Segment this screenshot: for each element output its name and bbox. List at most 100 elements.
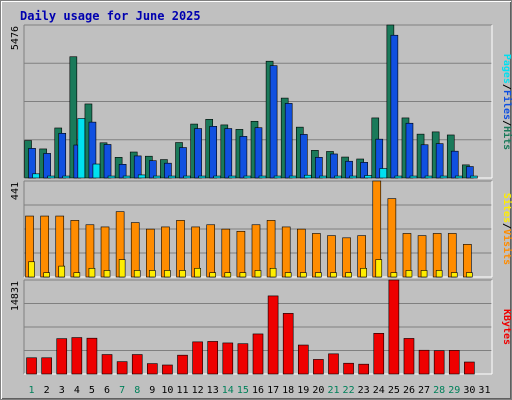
bar-sites-day-9: [149, 270, 156, 278]
bar-visits-day-6: [100, 226, 110, 278]
x-tick-label-day-10: 10: [161, 385, 173, 396]
x-tick-label-day-15: 15: [237, 385, 249, 396]
bar-kbytes-day-25: [388, 279, 400, 375]
bar-kbytes-day-11: [177, 354, 188, 375]
bar-pages-day-26: [409, 175, 418, 179]
y-axis-max-label-kbytes: 14831: [10, 281, 21, 311]
bar-pages-day-24: [379, 168, 388, 179]
bar-visits-day-18: [281, 226, 291, 278]
x-tick-label-day-26: 26: [403, 385, 415, 396]
bar-pages-day-28: [439, 175, 448, 179]
bar-files-day-26: [405, 122, 414, 179]
bar-files-day-10: [164, 162, 172, 179]
bar-kbytes-day-19: [297, 344, 309, 375]
bar-sites-day-14: [224, 272, 232, 278]
bar-visits-day-4: [70, 220, 80, 278]
bar-files-day-9: [149, 160, 157, 179]
bar-visits-day-2: [40, 215, 49, 278]
x-tick-label-day-11: 11: [176, 385, 188, 396]
bar-sites-day-11: [179, 270, 186, 278]
x-tick-label-day-16: 16: [252, 385, 264, 396]
x-tick-label-day-31: 31: [478, 385, 490, 396]
bar-files-day-5: [88, 121, 97, 179]
legend-entry-sites: Sites: [501, 193, 512, 223]
x-tick-label-day-19: 19: [297, 385, 309, 396]
bar-pages-day-17: [273, 175, 282, 179]
legend-entry-kbytes: KBytes: [501, 309, 512, 345]
y-axis-max-label-hits-files-pages: 5476: [10, 26, 21, 50]
bar-visits-day-20: [312, 233, 321, 278]
bar-files-day-18: [284, 103, 293, 179]
legend-separator: /: [501, 84, 512, 90]
x-tick-label-day-7: 7: [119, 385, 125, 396]
bar-pages-day-6: [107, 175, 116, 179]
bar-sites-day-19: [299, 272, 307, 278]
bar-files-day-29: [450, 150, 459, 179]
bar-visits-day-8: [130, 222, 140, 278]
x-tick-label-day-17: 17: [267, 385, 279, 396]
bar-sites-day-30: [466, 272, 473, 278]
bar-pages-day-29: [454, 175, 463, 179]
bar-kbytes-day-15: [237, 343, 249, 375]
bar-pages-day-25: [394, 175, 403, 179]
bar-sites-day-3: [58, 265, 66, 278]
x-tick-label-day-9: 9: [149, 385, 155, 396]
bar-sites-day-25: [390, 272, 398, 278]
bar-pages-day-2: [47, 175, 55, 179]
bar-pages-day-19: [303, 174, 312, 179]
x-tick-label-day-23: 23: [358, 385, 370, 396]
bar-kbytes-day-27: [418, 349, 430, 375]
bar-pages-day-9: [153, 175, 161, 179]
bar-pages-day-22: [349, 175, 357, 179]
bar-kbytes-day-24: [373, 333, 385, 375]
x-tick-label-day-27: 27: [418, 385, 430, 396]
bar-sites-day-13: [209, 272, 217, 278]
bar-kbytes-day-3: [56, 338, 68, 375]
bar-files-day-22: [345, 160, 353, 179]
bar-files-day-27: [420, 144, 429, 179]
bar-files-day-11: [179, 147, 187, 179]
legend-separator: /: [501, 120, 512, 126]
x-tick-label-day-14: 14: [222, 385, 234, 396]
bar-kbytes-day-30: [464, 361, 475, 375]
bar-files-day-8: [133, 155, 142, 179]
bar-kbytes-day-29: [448, 350, 460, 375]
bar-files-day-15: [239, 136, 248, 179]
bar-visits-day-19: [296, 228, 306, 278]
bar-visits-day-16: [251, 224, 261, 278]
bar-visits-day-25: [387, 198, 397, 278]
bar-sites-day-2: [43, 272, 50, 278]
bar-files-day-3: [58, 132, 67, 179]
bar-kbytes-day-5: [86, 337, 98, 375]
bar-kbytes-day-28: [433, 350, 445, 375]
bar-kbytes-day-4: [71, 337, 83, 375]
bar-files-day-14: [224, 128, 233, 179]
legend-separator: /: [501, 223, 512, 229]
legend-entry-hits: Hits: [501, 126, 512, 150]
x-tick-label-day-22: 22: [343, 385, 355, 396]
bar-kbytes-day-8: [131, 354, 143, 375]
bar-pages-day-16: [258, 175, 267, 179]
legend-entry-visits: Visits: [501, 229, 512, 265]
bar-sites-day-12: [194, 267, 201, 278]
bar-sites-day-15: [239, 272, 247, 278]
x-tick-label-day-1: 1: [29, 385, 35, 396]
bar-pages-day-5: [92, 163, 101, 179]
bar-kbytes-day-13: [207, 341, 219, 375]
bar-kbytes-day-26: [403, 338, 415, 375]
bar-files-day-24: [375, 138, 384, 179]
bar-files-day-23: [360, 162, 368, 179]
bar-files-day-6: [103, 144, 112, 179]
bar-sites-day-22: [345, 272, 352, 278]
bar-sites-day-17: [269, 267, 277, 278]
legend-entry-pages: Pages: [501, 54, 512, 84]
bar-pages-day-12: [198, 175, 206, 179]
bar-visits-day-9: [146, 228, 155, 278]
bar-files-day-12: [194, 128, 202, 179]
bar-sites-day-4: [73, 272, 81, 278]
bar-sites-day-7: [118, 259, 126, 278]
bar-kbytes-day-2: [41, 357, 52, 375]
bar-files-day-7: [118, 164, 127, 179]
bar-files-day-30: [466, 166, 474, 179]
x-tick-label-day-29: 29: [448, 385, 460, 396]
